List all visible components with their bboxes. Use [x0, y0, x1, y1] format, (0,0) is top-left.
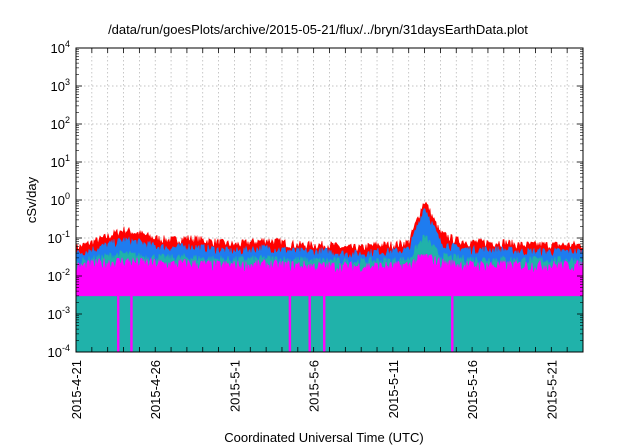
- x-tick-label: 2015-5-6: [307, 360, 322, 412]
- x-tick-label: 2015-5-1: [227, 360, 242, 412]
- y-tick-label: 104: [51, 39, 70, 56]
- dropout-spike: [117, 295, 120, 352]
- y-tick-labels: 10-4 10-3 10-2 10-1 100 101 102 103 104: [48, 39, 70, 360]
- dropout-spike: [288, 295, 292, 352]
- x-tick-label: 2015-4-26: [148, 360, 163, 419]
- y-tick-label: 102: [51, 115, 70, 132]
- x-tick-label: 2015-5-16: [465, 360, 480, 419]
- y-axis-label: cSv/day: [24, 176, 39, 223]
- dropout-spike: [323, 295, 326, 352]
- y-tick-label: 101: [51, 153, 70, 170]
- chart-title: /data/run/goesPlots/archive/2015-05-21/f…: [108, 22, 528, 37]
- x-axis-label: Coordinated Universal Time (UTC): [224, 430, 423, 445]
- y-tick-label: 10-1: [48, 229, 70, 246]
- y-tick-label: 103: [51, 77, 70, 94]
- dropout-spike: [308, 295, 311, 352]
- plot-frame: [75, 47, 584, 353]
- dropout-spike: [130, 295, 133, 352]
- dropout-spike: [451, 295, 454, 352]
- axes: [75, 47, 584, 353]
- y-tick-label: 10-2: [48, 267, 70, 284]
- x-tick-labels: 2015-4-21 2015-4-26 2015-5-1 2015-5-6 2015-5…: [69, 360, 559, 419]
- x-tick-label: 2015-5-21: [544, 360, 559, 419]
- y-tick-label: 10-4: [48, 343, 70, 360]
- y-tick-label: 100: [51, 191, 70, 208]
- x-tick-label: 2015-5-11: [386, 360, 401, 418]
- plot-area: [75, 201, 584, 353]
- x-tick-label: 2015-4-21: [69, 360, 84, 419]
- y-tick-label: 10-3: [48, 305, 70, 322]
- series-area: [75, 253, 584, 297]
